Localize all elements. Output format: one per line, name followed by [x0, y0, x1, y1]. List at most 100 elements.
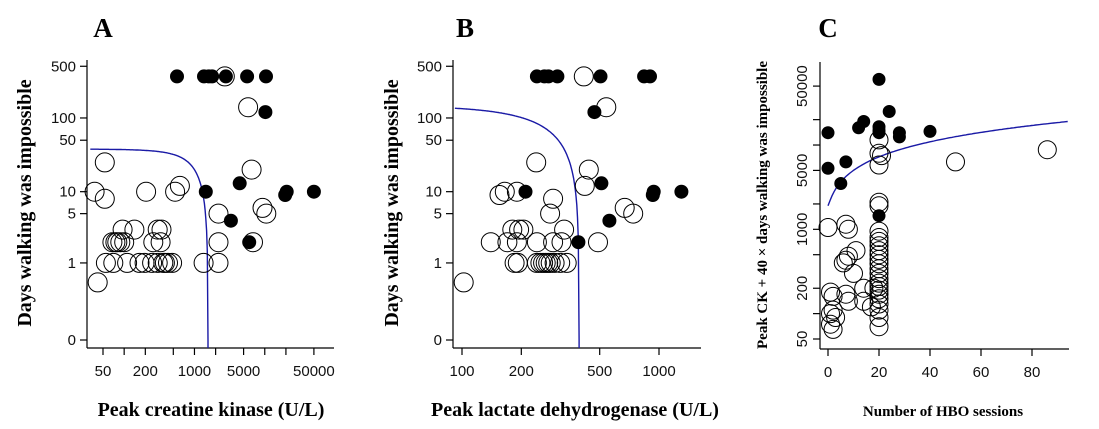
- panel-c-letter: C: [818, 13, 838, 43]
- panel-a-open-point: [151, 219, 172, 240]
- panel-c-x-tick-label: 60: [973, 364, 990, 381]
- panel-b-open-point: [526, 252, 547, 273]
- panel-c-filled-point: [839, 155, 853, 169]
- panel-a-axes: 50 200 1000 5000 50000 0 1 5 10 50 100 500: [51, 58, 335, 380]
- panel-a-filled-point: [259, 69, 273, 84]
- panel-a-x-tick-label: 200: [133, 363, 158, 380]
- panel-c-x-tick-label: 80: [1024, 364, 1041, 381]
- panel-c-open-point: [872, 146, 891, 166]
- panel-a-open-point: [114, 232, 135, 253]
- panel-b-y-tick-label: 50: [425, 132, 442, 149]
- panel-b-points: [453, 66, 689, 293]
- panel-b-open-point: [513, 219, 534, 240]
- panel-c-open-point: [869, 317, 889, 337]
- panel-c-fit-curve-group: [827, 120, 1068, 207]
- panel-c-y-tick-label: 5000: [794, 154, 811, 187]
- panel-b-open-point: [556, 252, 577, 273]
- panel-a-open-point: [193, 252, 214, 273]
- panel-c-open-point: [838, 291, 858, 311]
- panel-b-x-tick-label: 500: [587, 363, 612, 380]
- panel-b-x-tick-label: 1000: [642, 363, 675, 380]
- panel-c-open-point: [844, 263, 863, 283]
- panel-c-open-point: [869, 143, 889, 163]
- panel-b-axes: 100 200 500 1000 0 1 5 10 50 100 500: [417, 58, 701, 380]
- panel-c-axes: 0 20 40 60 80 50 200 1000 5000 50000: [794, 62, 1069, 381]
- panel-c-open-point: [838, 219, 858, 239]
- panel-c-open-point: [869, 192, 889, 212]
- panel-a-x-axis-title: Peak creatine kinase (U/L): [98, 399, 325, 421]
- panel-c-open-point: [818, 218, 838, 237]
- panel-b-open-point: [588, 232, 608, 253]
- panel-b-open-point: [544, 252, 565, 273]
- panel-a-fit-curve: [90, 148, 209, 348]
- panel-b-filled-point: [593, 69, 608, 84]
- panel-a-open-point: [94, 188, 115, 209]
- panel-c-open-point: [821, 314, 840, 334]
- panel-b-open-point: [543, 232, 564, 253]
- panel-c-open-point: [869, 228, 889, 247]
- panel-a-open-point: [94, 152, 115, 173]
- panel-a-points: [84, 66, 321, 293]
- panel-b-x-axis-title: Peak lactate dehydrogenase (U/L): [431, 399, 719, 421]
- panel-c-open-point: [869, 273, 889, 293]
- panel-c-x-tick-label: 20: [871, 364, 888, 381]
- panel-a-open-point: [162, 252, 183, 273]
- panel-c-open-point: [946, 152, 965, 172]
- panel-b-open-point: [574, 175, 595, 196]
- panel-a-letter: A: [93, 13, 113, 43]
- panel-b-open-point: [573, 66, 594, 87]
- panel-a-x-tick-label: 50: [95, 363, 112, 380]
- panel-b-open-point: [543, 188, 564, 209]
- panel-a-filled-point: [279, 184, 294, 199]
- panel-c-open-point: [869, 308, 889, 327]
- panel-c-open-point: [1037, 140, 1057, 160]
- panel-b-open-point: [540, 252, 561, 273]
- panel-a-y-tick-label: 1: [68, 255, 76, 272]
- panel-b-y-axis-title: Days walking was impossible: [381, 79, 403, 326]
- panel-a-open-point: [129, 252, 150, 273]
- panel-a-fit-curve-group: [90, 148, 209, 348]
- panel-b: B 100 200 500 1000 0 1 5 10 50 100 500 Peak lactat…: [381, 13, 719, 421]
- panel-c-open-point: [869, 249, 889, 269]
- panel-a-open-point: [165, 181, 186, 202]
- panel-c-filled-point: [821, 161, 835, 175]
- panel-b-fit-curve: [454, 107, 580, 348]
- panel-b-open-point: [494, 181, 515, 202]
- panel-c-open-point: [869, 280, 889, 300]
- panel-a-open-point: [208, 252, 229, 273]
- panel-c-open-point: [869, 300, 889, 320]
- panel-b-y-tick-label: 0: [434, 332, 442, 349]
- panel-b-open-point: [497, 232, 518, 253]
- panel-a-open-point: [238, 97, 259, 118]
- panel-a-y-tick-label: 500: [51, 58, 76, 75]
- panel-b-filled-point: [646, 184, 661, 199]
- panel-a-open-point: [150, 232, 171, 253]
- panel-b-filled-point: [674, 184, 689, 199]
- panel-b-open-point: [504, 252, 525, 273]
- panel-c-x-tick-label: 0: [824, 364, 832, 381]
- panel-a-open-point: [110, 232, 131, 253]
- panel-b-fit-curve-group: [454, 107, 580, 348]
- panel-a-x-tick-label: 50000: [293, 363, 335, 380]
- panel-c-open-point: [838, 246, 858, 266]
- panel-b-letter: B: [456, 13, 474, 43]
- panel-b-open-point: [526, 152, 547, 173]
- panel-a-y-tick-label: 100: [51, 110, 76, 127]
- panel-b-y-tick-label: 10: [425, 184, 442, 201]
- panel-b-open-point: [550, 252, 571, 273]
- panel-c-open-point: [823, 300, 843, 320]
- panel-a-filled-point: [223, 213, 238, 228]
- panel-a-open-point: [142, 252, 163, 273]
- panel-a-open-point: [241, 159, 262, 180]
- panel-a-open-point: [169, 175, 190, 196]
- panel-b-y-tick-label: 1: [434, 255, 442, 272]
- panel-a-filled-point: [205, 69, 220, 84]
- panel-b-open-point: [578, 159, 599, 180]
- panel-a-y-tick-label: 0: [68, 332, 76, 349]
- panel-c-fit-curve: [827, 120, 1068, 207]
- panel-b-x-tick-label: 200: [509, 363, 534, 380]
- panel-a-open-point: [95, 252, 116, 273]
- panel-c-open-point: [836, 214, 856, 234]
- panel-b-open-point: [551, 232, 572, 253]
- panel-a-open-point: [208, 203, 229, 224]
